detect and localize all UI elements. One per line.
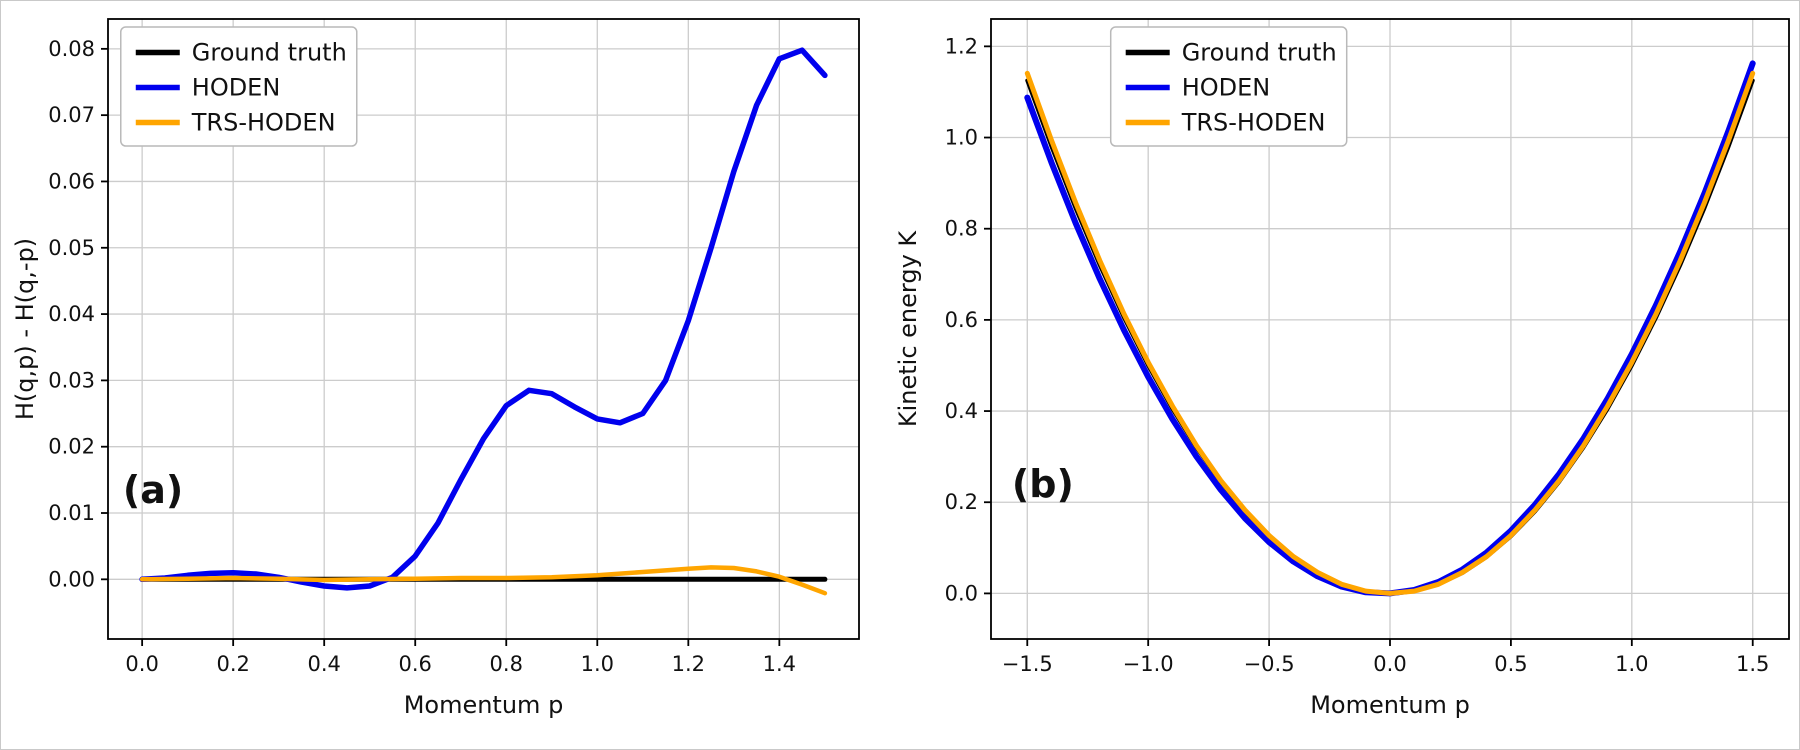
x-tick-label: 1.5: [1736, 652, 1769, 676]
y-tick-label: 0.02: [48, 435, 95, 459]
series-trs-hoden: [1024, 70, 1756, 596]
legend: Ground truth HODEN TRS-HODEN: [1109, 26, 1348, 147]
x-tick-label: 1.0: [1615, 652, 1648, 676]
axes-border: [107, 18, 860, 640]
y-tick-label: 0.06: [48, 169, 95, 193]
series-group: [139, 47, 828, 596]
panel-label-a: (a): [123, 468, 183, 512]
x-tick-label: 0.2: [216, 652, 249, 676]
x-tick-label: 0.4: [307, 652, 340, 676]
y-axis-label: H(q,p) - H(q,-p): [11, 238, 39, 420]
legend-box: [1109, 26, 1348, 147]
x-tick-label: 0.5: [1494, 652, 1527, 676]
y-tick-label: 0.01: [48, 501, 95, 525]
legend-box: [120, 26, 358, 147]
x-tick-label: 1.2: [672, 652, 705, 676]
y-tick-label: 0.05: [48, 236, 95, 260]
series-group: [1024, 60, 1756, 597]
legend-label-hoden: HODEN: [192, 74, 281, 102]
panel-a: 0.0 0.2 0.4 0.6 0.8 1.0 1.2 1.4 0.00 0.01 0.02 0.03…: [1, 1, 881, 749]
legend-label-ground-truth: Ground truth: [192, 39, 347, 67]
x-tick-label: 1.4: [763, 652, 796, 676]
y-tick-label: 0.04: [48, 302, 95, 326]
legend-label-hoden: HODEN: [1182, 74, 1271, 102]
x-tick-label: 0.8: [490, 652, 523, 676]
x-tick-label: 1.0: [581, 652, 614, 676]
series-trs-hoden: [139, 565, 828, 596]
x-axis-label: Momentum p: [404, 691, 564, 719]
panel-b-svg: −1.5 −1.0 −0.5 0.0 0.5 1.0 1.5 0.0 0.2 0.4 0.6 0.8 1…: [894, 18, 1790, 719]
y-tick-label: 0.03: [48, 368, 95, 392]
x-tick-label: −1.0: [1123, 652, 1174, 676]
y-tick-label: 0.07: [48, 103, 95, 127]
panel-b: −1.5 −1.0 −0.5 0.0 0.5 1.0 1.5 0.0 0.2 0.4 0.6 0.8 1…: [881, 1, 1799, 749]
x-tick-label: 0.0: [1373, 652, 1406, 676]
x-tick-label: 0.6: [399, 652, 432, 676]
grid: [108, 19, 859, 639]
y-tick-label: 0.0: [945, 581, 978, 605]
x-tick-label: 0.0: [125, 652, 158, 676]
panel-a-svg: 0.0 0.2 0.4 0.6 0.8 1.0 1.2 1.4 0.00 0.01 0.02 0.03…: [11, 18, 860, 719]
legend-label-ground-truth: Ground truth: [1182, 39, 1337, 67]
legend-label-trs-hoden: TRS-HODEN: [191, 109, 336, 137]
y-tick-label: 1.0: [945, 126, 978, 150]
x-tick-label: −0.5: [1244, 652, 1295, 676]
x-tick-label: −1.5: [1002, 652, 1053, 676]
y-tick-label: 0.8: [945, 217, 978, 241]
legend-label-trs-hoden: TRS-HODEN: [1181, 109, 1326, 137]
y-tick-label: 0.4: [945, 399, 978, 423]
y-tick-label: 0.2: [945, 490, 978, 514]
y-axis-label: Kinetic energy K: [894, 230, 922, 428]
y-tick-label: 1.2: [945, 34, 978, 58]
y-tick-label: 0.6: [945, 308, 978, 332]
legend: Ground truth HODEN TRS-HODEN: [120, 26, 358, 147]
y-tick-label: 0.00: [48, 567, 95, 591]
series-hoden: [139, 47, 828, 591]
x-axis-label: Momentum p: [1310, 691, 1470, 719]
y-tick-label: 0.08: [48, 37, 95, 61]
panel-label-b: (b): [1012, 462, 1074, 506]
